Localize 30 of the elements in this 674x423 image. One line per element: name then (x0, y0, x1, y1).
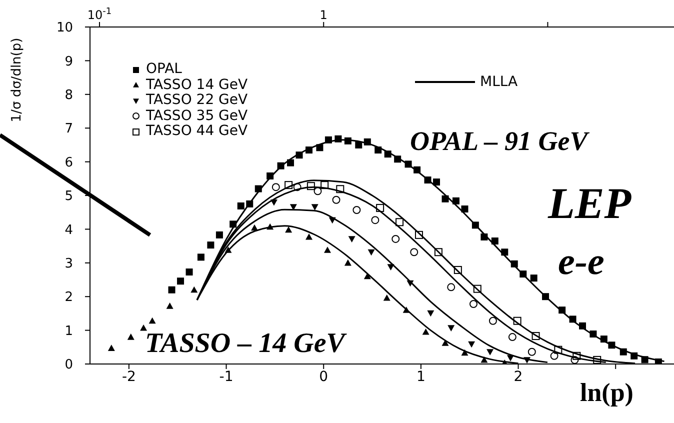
y-tick-label: 5 (64, 189, 73, 204)
y-tick-label: 10 (56, 20, 73, 36)
x-tick-label: 0 (319, 368, 328, 385)
legend-label: TASSO 35 GeV (146, 108, 248, 124)
y-tick-label: 2 (64, 290, 73, 306)
y-tick-label: 3 (64, 256, 73, 272)
x-tick-label: 1 (416, 368, 426, 385)
y-tick-label: 8 (64, 88, 73, 104)
y-tick-label: 0 (64, 358, 73, 373)
y-axis-title: 1/σ dσ/dln(p) (10, 38, 24, 122)
legend-label: MLLA (480, 74, 518, 90)
annotation: LEP (548, 179, 632, 228)
y-tick-label: 6 (64, 155, 73, 170)
y-tick-label: 4 (64, 222, 73, 238)
x-axis-title: ln(p) (580, 378, 634, 408)
x-tick-label: 2 (514, 368, 523, 385)
y-tick-label: 7 (64, 122, 73, 137)
annotation: OPAL – 91 GeV (410, 126, 588, 156)
x-tick-label: -1 (219, 368, 234, 385)
annotation: e-e (558, 241, 604, 283)
x-tick-label: -2 (122, 368, 136, 385)
legend-label: OPAL (146, 61, 182, 78)
x2-tick-label: 10$^{-1}$ (87, 7, 112, 22)
legend-label: TASSO 14 GeV (146, 76, 248, 93)
y-tick-label: 1 (64, 324, 73, 339)
x2-tick-label: 1 (320, 8, 328, 22)
legend-label: TASSO 22 GeV (146, 92, 248, 108)
legend-label: TASSO 44 GeV (146, 123, 248, 140)
annotation: TASSO – 14 GeV (145, 328, 345, 359)
y-tick-label: 9 (64, 54, 73, 70)
